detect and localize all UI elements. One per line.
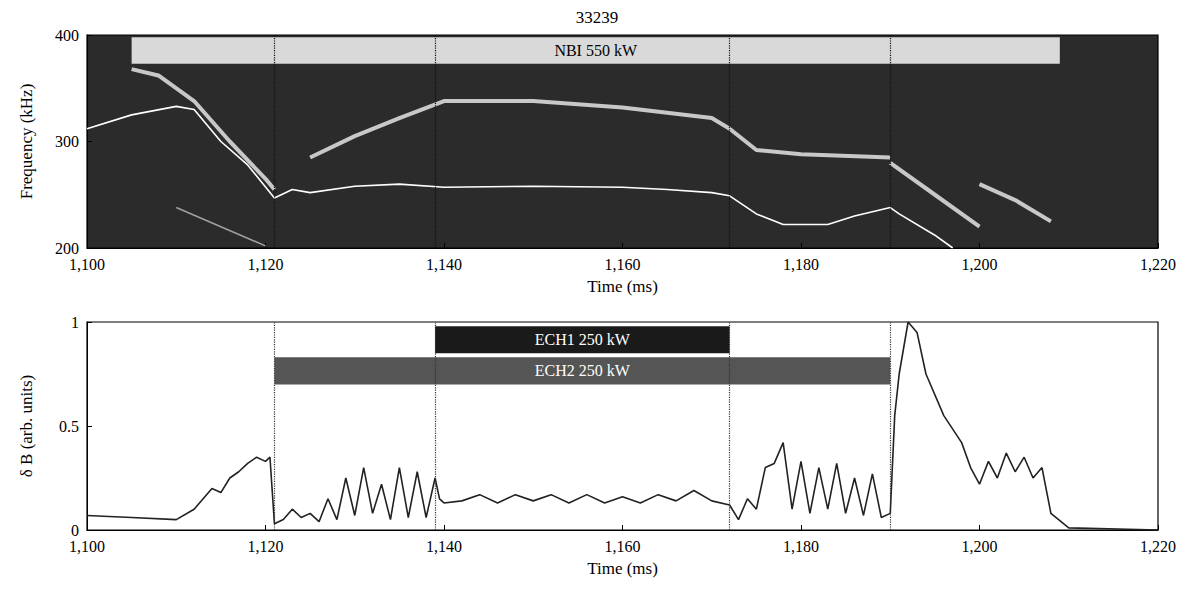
svg-text:400: 400 (55, 27, 79, 44)
svg-text:300: 300 (55, 133, 79, 150)
svg-text:200: 200 (55, 240, 79, 257)
svg-text:1,180: 1,180 (783, 538, 819, 555)
svg-text:1: 1 (71, 314, 79, 331)
svg-text:1,220: 1,220 (1140, 538, 1176, 555)
svg-text:1,120: 1,120 (248, 538, 284, 555)
svg-text:Time (ms): Time (ms) (587, 277, 658, 296)
svg-text:ECH1 250 kW: ECH1 250 kW (535, 331, 631, 348)
svg-text:0: 0 (71, 522, 79, 539)
svg-text:1,140: 1,140 (426, 256, 462, 273)
svg-text:1,140: 1,140 (426, 538, 462, 555)
svg-text:δ B (arb. units): δ B (arb. units) (17, 375, 36, 477)
svg-text:1,220: 1,220 (1140, 256, 1176, 273)
svg-text:1,180: 1,180 (783, 256, 819, 273)
svg-text:1,160: 1,160 (605, 256, 641, 273)
svg-text:NBI 550 kW: NBI 550 kW (554, 42, 638, 59)
svg-text:Time (ms): Time (ms) (587, 559, 658, 578)
svg-text:1,100: 1,100 (69, 538, 105, 555)
svg-text:Frequency (kHz): Frequency (kHz) (17, 84, 36, 200)
svg-text:1,120: 1,120 (248, 256, 284, 273)
svg-text:1,200: 1,200 (962, 256, 998, 273)
svg-text:1,200: 1,200 (962, 538, 998, 555)
svg-text:0.5: 0.5 (59, 418, 79, 435)
svg-text:ECH2 250 kW: ECH2 250 kW (535, 362, 631, 379)
svg-text:33239: 33239 (576, 8, 619, 27)
svg-text:1,100: 1,100 (69, 256, 105, 273)
svg-text:1,160: 1,160 (605, 538, 641, 555)
